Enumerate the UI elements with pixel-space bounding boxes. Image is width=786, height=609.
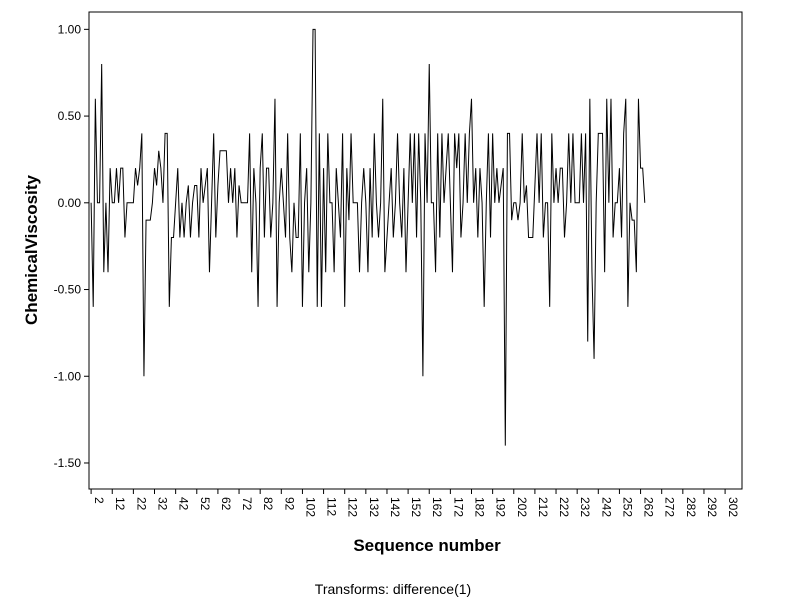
y-axis: 1.00 0.50 0.00 -0.50 -1.00 -1.50 <box>54 22 89 470</box>
x-tick-label: 232 <box>578 497 592 517</box>
x-tick-label: 112 <box>325 497 339 516</box>
x-tick-label: 62 <box>219 497 233 511</box>
x-tick-label: 162 <box>430 497 444 517</box>
x-tick-label: 122 <box>346 497 360 517</box>
transform-footnote: Transforms: difference(1) <box>314 581 472 597</box>
x-tick-label: 2 <box>92 497 106 504</box>
x-tick-label: 202 <box>515 497 529 517</box>
x-tick-label: 272 <box>663 497 677 517</box>
x-tick-label: 52 <box>198 497 212 511</box>
x-tick-label: 142 <box>388 497 402 517</box>
y-tick-label: 0.00 <box>58 196 82 210</box>
x-axis-title: Sequence number <box>353 536 501 555</box>
x-tick-label: 42 <box>177 497 191 511</box>
x-tick-label: 92 <box>282 497 296 511</box>
y-axis-title: ChemicalViscosity <box>22 174 41 324</box>
series-line <box>90 28 646 446</box>
x-tick-label: 192 <box>494 497 508 517</box>
x-axis: 2 12 22 32 42 52 62 72 82 92 102 112 122 132 142 152 162… <box>90 489 740 517</box>
x-tick-label: 302 <box>726 497 740 517</box>
x-tick-label: 82 <box>261 497 275 511</box>
plot-frame <box>88 11 743 490</box>
x-tick-label: 152 <box>409 497 423 517</box>
x-tick-label: 172 <box>451 497 465 517</box>
x-tick-label: 182 <box>473 497 487 517</box>
x-tick-label: 262 <box>642 497 656 517</box>
x-tick-label: 292 <box>705 497 719 517</box>
x-tick-label: 72 <box>240 497 254 511</box>
x-tick-label: 12 <box>113 497 127 511</box>
x-tick-label: 222 <box>557 497 571 517</box>
y-tick-label: -0.50 <box>54 283 82 297</box>
x-tick-label: 102 <box>303 497 317 517</box>
y-tick-label: -1.00 <box>54 369 82 383</box>
x-tick-label: 22 <box>134 497 148 511</box>
x-tick-label: 212 <box>536 497 550 517</box>
x-tick-label: 282 <box>684 497 698 517</box>
x-tick-label: 252 <box>620 497 634 517</box>
y-tick-label: 1.00 <box>58 22 82 36</box>
y-tick-label: -1.50 <box>54 456 82 470</box>
x-tick-label: 132 <box>367 497 381 517</box>
y-tick-label: 0.50 <box>58 109 82 123</box>
x-tick-label: 242 <box>599 497 613 517</box>
x-tick-label: 32 <box>156 497 170 511</box>
